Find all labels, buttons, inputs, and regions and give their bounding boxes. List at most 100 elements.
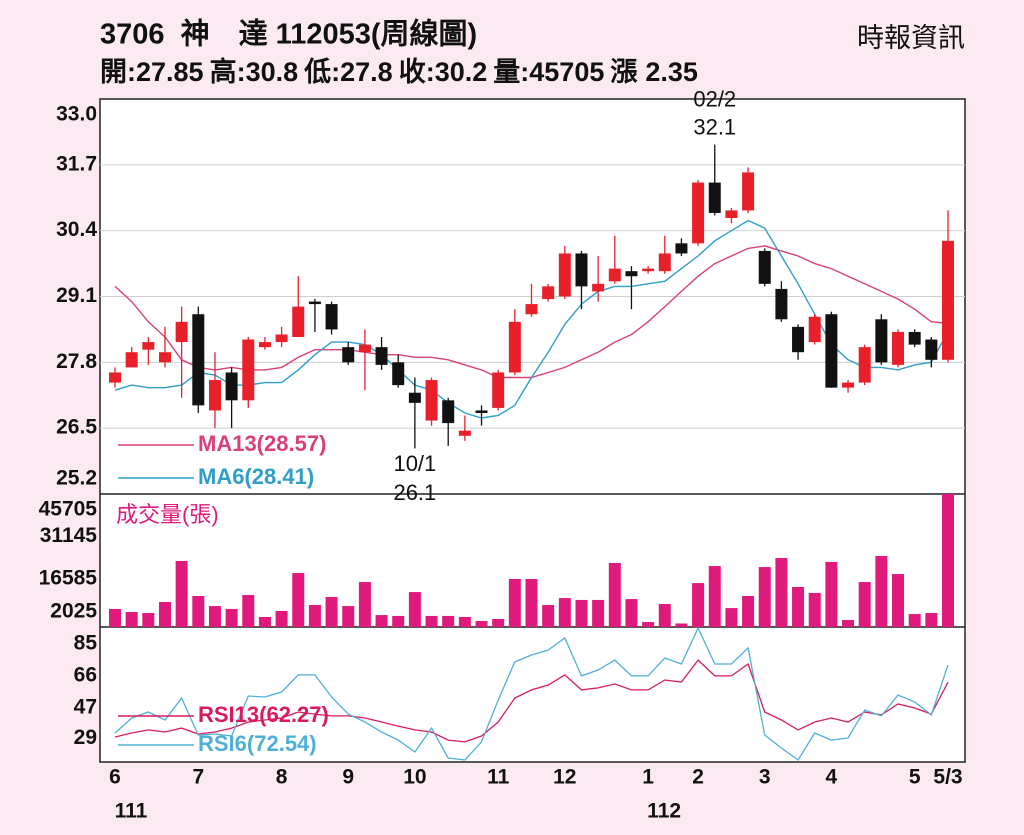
volume-bar	[292, 573, 305, 627]
x-tick-label: 8	[276, 766, 288, 789]
candle-body	[925, 339, 938, 360]
volume-bar	[825, 561, 838, 627]
candle-body	[109, 372, 121, 383]
x-year-label: 112	[647, 800, 681, 823]
legend-label: RSI13(62.27)	[198, 702, 329, 727]
candle-body	[908, 331, 921, 345]
x-tick-label: 7	[192, 766, 204, 789]
volume-bar	[242, 594, 255, 627]
panel-label: 成交量(張)	[116, 502, 219, 527]
candle-body	[292, 306, 305, 338]
volume-bar	[275, 610, 288, 627]
x-tick-label: 11	[487, 766, 510, 789]
candle-body	[408, 392, 421, 403]
x-tick-label: 12	[553, 766, 576, 789]
y-tick-label: 27.8	[56, 350, 97, 373]
source: 時報資訊	[857, 23, 965, 53]
candle-body	[342, 347, 355, 363]
volume-bar	[175, 560, 188, 627]
candle-body	[758, 250, 771, 284]
volume-bar	[458, 616, 471, 627]
summary-label: 開:	[100, 57, 136, 87]
volume-bar	[858, 582, 871, 627]
y-tick-label: 29	[74, 726, 97, 749]
candle-body	[192, 314, 205, 406]
chart-title: 3706 神 達 112053(周線圖)	[100, 17, 477, 51]
volume-bar	[775, 558, 788, 627]
candle-body	[425, 380, 438, 421]
candle-body	[492, 372, 505, 408]
x-tick-label: 9	[342, 766, 354, 789]
volume-bar	[225, 608, 238, 627]
candle-body	[842, 382, 855, 388]
candle-body	[808, 316, 821, 343]
volume-bar	[658, 604, 671, 627]
volume-bar	[692, 583, 705, 627]
y-tick-label: 16585	[39, 566, 98, 589]
candle-body	[392, 362, 405, 386]
volume-bar	[192, 596, 205, 627]
summary-value: 27.85	[136, 57, 204, 87]
volume-bar	[875, 555, 888, 627]
summary-value: 30.2	[435, 57, 488, 87]
volume-bar	[708, 566, 721, 627]
summary-label: 量:	[493, 57, 529, 87]
volume-bar	[258, 616, 271, 627]
volume-bar	[375, 615, 388, 627]
summary-value: 45705	[529, 57, 604, 87]
candle-body	[792, 326, 805, 353]
volume-bar	[842, 620, 855, 627]
candle-body	[742, 172, 755, 211]
volume-bar	[725, 608, 738, 627]
candle-body	[725, 210, 738, 219]
volume-bar	[808, 592, 821, 627]
candle-body	[375, 347, 388, 365]
legend-label: MA6(28.41)	[198, 464, 314, 489]
volume-bar	[892, 574, 905, 627]
y-tick-label: 85	[74, 631, 98, 654]
candle-body	[225, 372, 238, 401]
x-tick-label: 3	[759, 766, 771, 789]
candle-body	[158, 352, 171, 363]
candle-body	[308, 301, 321, 305]
plot-frame	[99, 98, 966, 763]
candle-body	[558, 253, 571, 297]
volume-bar	[508, 578, 521, 627]
y-tick-label: 25.2	[56, 467, 97, 490]
y-tick-label: 45705	[39, 498, 98, 521]
candle-body	[542, 286, 555, 300]
rsi-line	[114, 626, 949, 761]
legend-label: MA13(28.57)	[198, 431, 326, 456]
candle-body	[875, 319, 888, 363]
volume-bar	[492, 618, 505, 627]
candle-body	[242, 339, 255, 401]
volume-bar	[792, 586, 805, 627]
volume-bar	[425, 615, 438, 627]
volume-bar	[325, 597, 338, 627]
candle-body	[692, 182, 705, 244]
volume-bar	[392, 615, 405, 627]
volume-bar	[475, 621, 488, 627]
annotation-date: 02/2	[693, 86, 736, 111]
summary-value: 27.8	[340, 57, 393, 87]
volume-bar	[925, 613, 938, 627]
x-tick-label: 1	[642, 766, 654, 789]
x-tick-label: 2	[692, 766, 704, 789]
candle-body	[258, 342, 271, 348]
volume-bar	[625, 599, 638, 627]
x-tick-label: 5	[909, 766, 921, 789]
candle-body	[708, 182, 721, 213]
y-tick-label: 33.0	[56, 103, 97, 126]
x-tick-label: 4	[826, 766, 838, 789]
x-tick-label: 6	[109, 766, 121, 789]
candle-body	[175, 321, 188, 343]
volume-bar	[542, 605, 555, 627]
volume-bar	[575, 599, 588, 627]
volume-bar	[908, 614, 921, 627]
volume-bar	[142, 613, 155, 627]
summary-label: 漲	[610, 57, 638, 87]
candle-body	[575, 253, 588, 287]
candle-body	[508, 321, 521, 373]
annotation-value: 26.1	[393, 480, 436, 505]
volume-bar	[358, 582, 371, 627]
